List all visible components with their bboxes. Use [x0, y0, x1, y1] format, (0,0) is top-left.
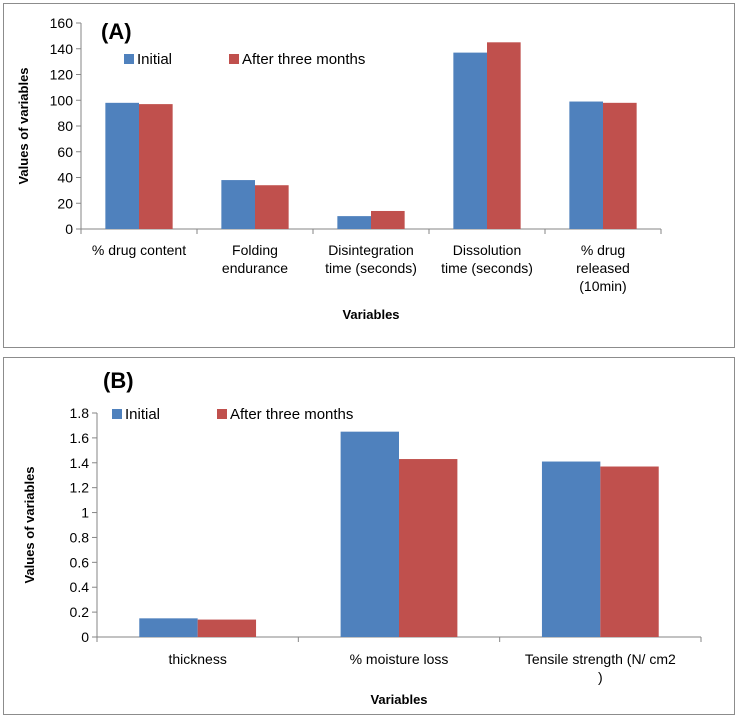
chart-a-y-tick-label: 140	[50, 41, 74, 57]
chart-a-bar-after-three-months	[371, 210, 405, 229]
chart-a-y-axis-title: Values of variables	[16, 67, 31, 184]
chart-a-category-label: % drug content	[92, 242, 186, 258]
chart-a-y-tick-label: 40	[57, 170, 73, 186]
chart-a-bar-initial	[105, 102, 139, 229]
chart-b-y-tick-label: 1.6	[70, 430, 90, 446]
chart-a-category-label: Disintegration time (seconds)	[325, 242, 417, 276]
chart-b-y-tick-label: 1.2	[70, 480, 90, 496]
chart-b-legend-label-after-three-months: After three months	[230, 406, 353, 423]
chart-a-bar-after-three-months	[487, 42, 521, 229]
chart-b-y-tick-label: 1	[81, 505, 89, 521]
chart-a-legend-label-initial: Initial	[137, 51, 172, 68]
chart-panel-a: (A) Values of variables 0 20 40 60 80 100 120 140…	[3, 3, 735, 348]
chart-a-legend-label-after-three-months: After three months	[242, 51, 365, 68]
chart-a-category-label: Dissolution time (seconds)	[441, 242, 533, 276]
chart-a-bar-after-three-months	[139, 104, 173, 229]
chart-panel-b: (B) Values of variables 0 0.2 0.4 0.6 0.8 1 1.2 1…	[3, 357, 735, 715]
chart-b-bar-after-three-months	[399, 459, 458, 637]
chart-b-category-label: % moisture loss	[350, 651, 449, 667]
chart-a-y-tick-label: 80	[57, 118, 73, 134]
chart-b-y-tick-label: 0.6	[70, 554, 90, 570]
chart-b-bar-after-three-months	[600, 466, 659, 637]
chart-b-bar-after-three-months	[197, 619, 257, 637]
chart-b-y-axis-title: Values of variables	[22, 466, 37, 583]
chart-b-bar-initial	[139, 618, 198, 637]
chart-a-category-label: Folding endurance	[222, 242, 288, 276]
chart-b-y-tick-label: 0.4	[70, 579, 90, 595]
chart-b-y-tick-label: 1.8	[70, 405, 90, 421]
chart-b-category-label: Tensile strength (N/ cm2)	[525, 651, 676, 685]
chart-b-bar-initial	[340, 431, 399, 637]
chart-b-bar-initial	[541, 461, 601, 637]
chart-a-y-tick-label: 20	[57, 195, 73, 211]
chart-a-bar-initial	[337, 216, 371, 229]
chart-a-bar-initial	[453, 52, 487, 229]
chart-a-category-label: % drug released (10min)	[576, 242, 630, 294]
chart-b-x-axis-title: Variables	[370, 692, 427, 707]
chart-b-y-tick-label: 1.4	[70, 455, 90, 471]
chart-a-y-tick-label: 0	[65, 221, 73, 237]
chart-a-y-tick-label: 160	[50, 15, 74, 31]
chart-b-category-label: thickness	[168, 651, 226, 667]
chart-b-legend-swatch-after-three-months	[217, 409, 227, 419]
chart-b-legend-label-initial: Initial	[125, 406, 160, 423]
chart-a-svg: (A) Values of variables 0 20 40 60 80 100 120 140…	[16, 15, 662, 322]
chart-a-x-axis-title: Variables	[342, 307, 399, 322]
chart-a-bar-initial	[569, 101, 603, 229]
chart-a-panel-label: (A)	[101, 19, 132, 44]
chart-a-y-tick-label: 120	[50, 67, 74, 83]
chart-b-y-tick-label: 0.2	[70, 604, 90, 620]
chart-a-y-tick-label: 60	[57, 144, 73, 160]
chart-a-bar-after-three-months	[255, 185, 289, 229]
chart-a-legend-swatch-initial	[124, 54, 134, 64]
chart-b-y-tick-label: 0	[81, 629, 89, 645]
chart-b-svg: (B) Values of variables 0 0.2 0.4 0.6 0.8 1 1.2 1…	[22, 368, 702, 707]
chart-b-panel-label: (B)	[103, 368, 134, 393]
chart-a-legend-swatch-after-three-months	[229, 54, 239, 64]
chart-a-y-tick-label: 100	[50, 92, 74, 108]
chart-a-bar-initial	[221, 180, 255, 229]
chart-a-bar-after-three-months	[603, 102, 637, 229]
chart-b-y-tick-label: 0.8	[70, 529, 90, 545]
chart-b-legend-swatch-initial	[112, 409, 122, 419]
